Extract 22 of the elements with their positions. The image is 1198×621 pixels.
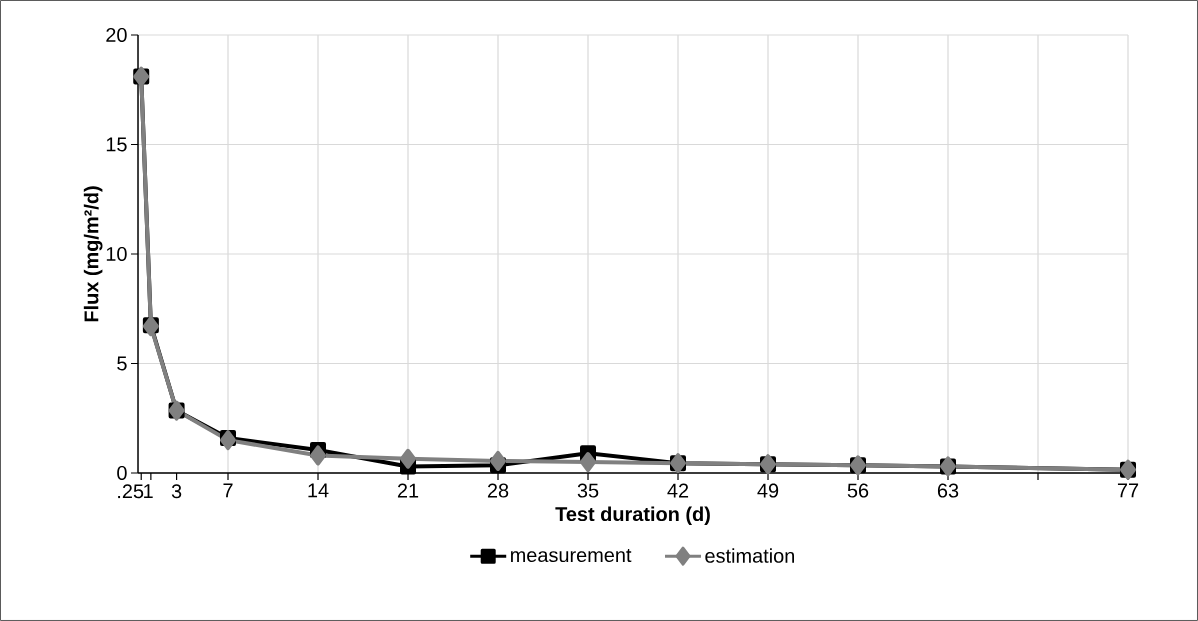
x-axis-title: Test duration (d): [555, 506, 710, 526]
x-tick-label: 63: [937, 483, 959, 498]
y-axis-title: Flux (mg/m²/d): [83, 186, 103, 322]
y-tick-label: 10: [106, 246, 127, 262]
x-tick-label: 28: [487, 483, 509, 498]
y-tick-label: 0: [117, 465, 127, 481]
legend-label: estimation: [705, 548, 794, 563]
x-tick-label: 1: [144, 484, 153, 498]
x-tick-label: 21: [397, 483, 419, 498]
y-tick-label: 5: [117, 356, 127, 371]
x-tick-label: .25: [118, 484, 144, 499]
x-tick-label: 3: [171, 484, 182, 499]
y-tick-label: 20: [106, 27, 127, 43]
legend-label: measurement: [511, 549, 632, 563]
x-tick-label: 14: [308, 483, 329, 498]
x-tick-label: 42: [667, 483, 689, 498]
x-tick-label: 7: [223, 483, 233, 498]
x-tick-label: 35: [577, 483, 599, 498]
x-tick-label: 77: [1117, 483, 1139, 498]
y-tick-label: 15: [106, 137, 127, 152]
x-tick-label: 49: [757, 483, 779, 498]
x-tick-label: 56: [847, 483, 869, 498]
